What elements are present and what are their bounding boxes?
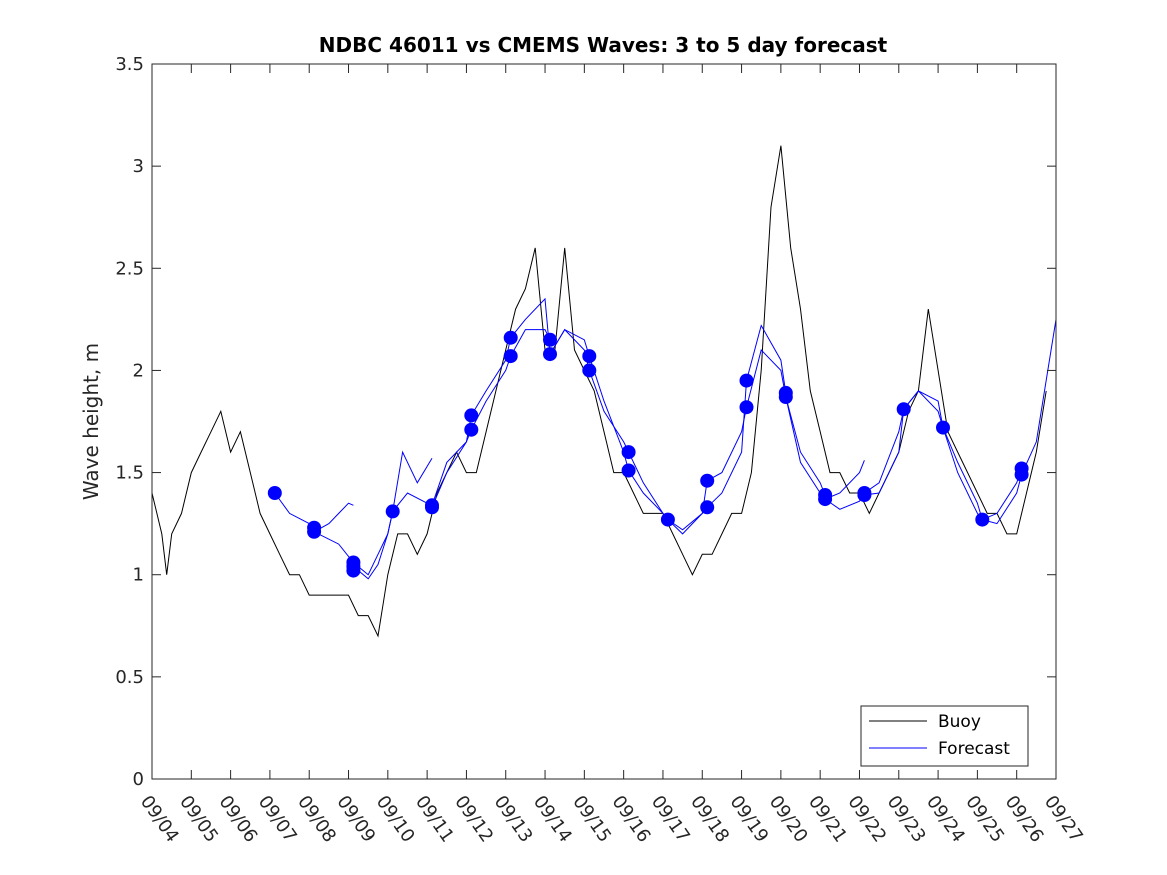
y-tick-label: 2.5 xyxy=(115,258,144,279)
y-tick-label: 1 xyxy=(133,565,144,586)
forecast-marker-20 xyxy=(700,473,715,488)
y-tick-label: 0 xyxy=(133,769,144,790)
forecast-marker-6 xyxy=(385,504,400,519)
forecast-line-3 xyxy=(353,450,433,580)
forecast-marker-27 xyxy=(818,492,833,507)
forecast-marker-18 xyxy=(621,463,636,478)
legend: Buoy Forecast xyxy=(860,705,1029,767)
forecast-marker-17 xyxy=(621,445,636,460)
forecast-marker-13 xyxy=(543,332,557,347)
forecast-marker-9 xyxy=(464,408,479,423)
forecast-marker-2 xyxy=(307,524,322,539)
axes-box xyxy=(151,63,1057,780)
y-tick-label: 1.5 xyxy=(115,463,144,484)
forecast-marker-34 xyxy=(1014,467,1029,482)
forecast-marker-10 xyxy=(464,422,479,437)
forecast-marker-15 xyxy=(582,349,597,364)
forecast-marker-16 xyxy=(582,363,597,378)
y-tick-label: 3 xyxy=(133,156,144,177)
forecast-marker-31 xyxy=(936,420,950,435)
forecast-marker-14 xyxy=(543,347,557,362)
forecast-marker-25 xyxy=(778,390,793,404)
forecast-marker-23 xyxy=(739,400,754,415)
forecast-line-1 xyxy=(313,502,354,533)
forecast-marker-12 xyxy=(503,349,518,364)
chart-title: NDBC 46011 vs CMEMS Waves: 3 to 5 day fo… xyxy=(319,33,888,57)
y-axis-label: Wave height, m xyxy=(79,343,103,500)
legend-label-buoy: Buoy xyxy=(938,712,981,732)
forecast-marker-21 xyxy=(700,500,715,515)
y-tick-label: 0.5 xyxy=(115,667,144,688)
forecast-line-19 xyxy=(982,319,1057,525)
forecast-marker-11 xyxy=(503,330,518,345)
forecast-marker-19 xyxy=(660,512,675,527)
forecast-marker-32 xyxy=(975,512,990,527)
legend-label-forecast: Forecast xyxy=(938,739,1010,759)
series-layer xyxy=(151,145,1057,638)
y-tick-label: 3.5 xyxy=(115,54,144,75)
forecast-marker-30 xyxy=(896,402,911,417)
plot-area xyxy=(152,64,1056,779)
forecast-marker-0 xyxy=(267,486,282,500)
legend-box xyxy=(860,705,1029,767)
forecast-marker-8 xyxy=(425,500,439,515)
y-tick-label: 2 xyxy=(133,360,144,381)
forecast-marker-29 xyxy=(857,488,872,502)
forecast-marker-5 xyxy=(346,563,361,578)
forecast-marker-22 xyxy=(739,373,754,388)
